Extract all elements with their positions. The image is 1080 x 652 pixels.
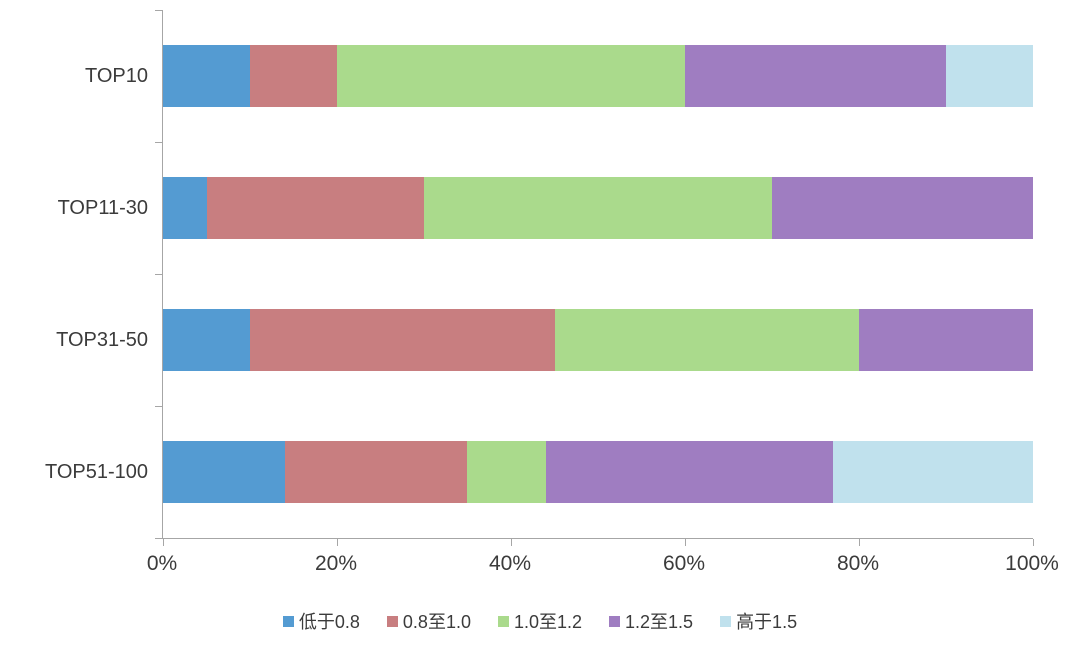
y-axis-label: TOP11-30 (57, 196, 148, 219)
legend-item: 高于1.5 (720, 608, 797, 634)
legend: 低于0.8 0.8至1.0 1.0至1.2 1.2至1.5 高于1.5 (0, 608, 1080, 634)
bar-segment-1.2至1.5 (772, 177, 1033, 239)
y-axis-tick (155, 142, 162, 143)
bar-segment-1.2至1.5 (545, 441, 833, 503)
x-axis-tick (511, 539, 512, 546)
bar-segment-高于1.5 (832, 441, 1033, 503)
legend-label: 低于0.8 (298, 612, 360, 632)
legend-item: 低于0.8 (282, 608, 360, 634)
legend-swatch-icon (497, 615, 509, 627)
bar-segment-低于0.8 (163, 441, 285, 503)
bar-segment-低于0.8 (163, 309, 250, 371)
y-axis-tick (155, 538, 162, 539)
y-axis-tick (155, 10, 162, 11)
legend-item: 1.0至1.2 (497, 608, 583, 634)
x-axis-label: 20% (314, 552, 358, 575)
x-axis-tick (163, 539, 164, 546)
bar-segment-0.8至1.0 (250, 45, 337, 107)
legend-swatch-icon (386, 615, 398, 627)
x-axis-tick (685, 539, 686, 546)
legend-item: 0.8至1.0 (386, 608, 471, 634)
bar-segment-1.0至1.2 (337, 45, 685, 107)
bar-row (163, 45, 1033, 107)
x-axis-tick (859, 539, 860, 546)
legend-label: 高于1.5 (736, 612, 798, 632)
bar-segment-0.8至1.0 (250, 309, 555, 371)
bar-segment-低于0.8 (163, 177, 207, 239)
bar-row (163, 177, 1033, 239)
x-axis-label: 40% (488, 552, 532, 575)
bar-segment-1.2至1.5 (859, 309, 1033, 371)
legend-swatch-icon (609, 615, 621, 627)
legend-swatch-icon (282, 615, 294, 627)
x-axis-tick (337, 539, 338, 546)
bar-segment-1.2至1.5 (685, 45, 946, 107)
y-axis-tick (155, 274, 162, 275)
bar-segment-1.0至1.2 (554, 309, 859, 371)
legend-item: 1.2至1.5 (609, 608, 693, 634)
bar-segment-0.8至1.0 (284, 441, 468, 503)
bar-segment-高于1.5 (946, 45, 1033, 107)
x-axis-label: 80% (836, 552, 880, 575)
bar-row (163, 309, 1033, 371)
bar-segment-1.0至1.2 (467, 441, 546, 503)
x-axis-label: 0% (146, 552, 178, 575)
y-axis-label: TOP51-100 (44, 460, 148, 483)
x-axis-tick (1033, 539, 1034, 546)
bar-segment-1.0至1.2 (424, 177, 772, 239)
x-axis-label: 100% (1005, 552, 1059, 575)
bar-segment-低于0.8 (163, 45, 250, 107)
plot-area (155, 10, 1034, 546)
x-axis-label: 60% (662, 552, 706, 575)
legend-swatch-icon (720, 615, 732, 627)
y-axis-label: TOP31-50 (56, 328, 148, 351)
y-axis-label: TOP10 (85, 64, 148, 87)
legend-label: 1.0至1.2 (513, 612, 583, 632)
bar-row (163, 441, 1033, 503)
legend-label: 0.8至1.0 (402, 612, 471, 632)
legend-label: 1.2至1.5 (625, 612, 694, 632)
bar-segment-0.8至1.0 (206, 177, 424, 239)
y-axis-tick (155, 406, 162, 407)
